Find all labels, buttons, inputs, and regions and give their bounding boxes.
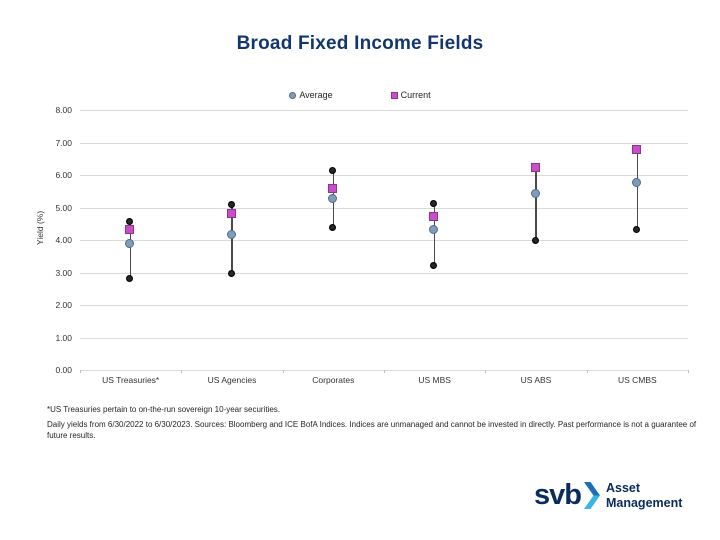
range-line xyxy=(433,204,436,266)
current-point xyxy=(327,184,337,194)
y-tick-label: 8.00 xyxy=(55,105,72,115)
range-line xyxy=(231,205,233,275)
gridline-8 xyxy=(80,110,688,111)
gridline-1 xyxy=(80,337,688,339)
x-axis-tick xyxy=(586,370,588,373)
x-category-label: US Treasuries* xyxy=(102,375,160,385)
current-point xyxy=(429,211,439,221)
range-low-dot xyxy=(328,224,336,232)
average-point xyxy=(226,229,236,239)
current-point xyxy=(631,145,641,155)
gridline-7 xyxy=(80,142,688,144)
x-category-label: US CMBS xyxy=(617,375,657,385)
x-axis-tick xyxy=(384,370,385,373)
range-line xyxy=(129,222,132,279)
gridline-5 xyxy=(80,207,688,209)
legend-item-current: Current xyxy=(390,90,431,100)
average-point xyxy=(631,177,641,187)
y-tick-label: 2.00 xyxy=(55,300,72,310)
range-low-dot xyxy=(632,225,640,233)
range-low-dot xyxy=(227,269,235,277)
y-tick-label: 0.00 xyxy=(55,365,72,375)
legend-label-average: Average xyxy=(299,90,333,100)
current-point xyxy=(530,163,540,172)
range-low-dot xyxy=(126,274,134,282)
x-axis-tick xyxy=(688,370,689,373)
logo-text-line2: Management xyxy=(605,495,683,510)
x-axis-tick xyxy=(181,370,183,373)
y-tick-label: 6.00 xyxy=(55,170,72,180)
x-category-label: US Agencies xyxy=(207,375,257,385)
svb-asset-management-logo: svb Asset Management xyxy=(534,481,682,510)
y-tick-label: 7.00 xyxy=(55,137,72,148)
footnote-treasuries: *US Treasuries pertain to on-the-run sov… xyxy=(47,405,280,414)
range-high-dot xyxy=(126,217,134,225)
logo-text: Asset Management xyxy=(606,481,682,510)
range-line xyxy=(535,168,537,242)
chart-title: Broad Fixed Income Fields xyxy=(236,33,484,54)
average-point xyxy=(530,189,540,198)
range-low-dot xyxy=(430,261,438,269)
average-marker-icon xyxy=(289,91,297,99)
range-line xyxy=(636,149,639,231)
range-high-dot xyxy=(227,201,235,209)
legend-item-average: Average xyxy=(289,90,333,100)
gridline-3 xyxy=(80,272,688,274)
y-tick-label: 4.00 xyxy=(55,235,72,245)
footnote-sources: Daily yields from 6/30/2022 to 6/30/2023… xyxy=(47,420,697,441)
chart-legend: Average Current xyxy=(0,90,720,100)
average-point xyxy=(327,193,337,203)
logo-text-line1: Asset xyxy=(605,481,641,496)
current-marker-icon xyxy=(390,91,398,99)
svb-chevron-icon xyxy=(583,482,600,509)
x-category-label: US MBS xyxy=(418,375,451,385)
x-axis-tick xyxy=(80,370,81,373)
gridline-2 xyxy=(80,305,688,306)
y-tick-label: 3.00 xyxy=(55,267,72,278)
x-axis-tick xyxy=(282,370,284,373)
range-high-dot xyxy=(430,199,438,207)
x-axis-tick xyxy=(485,370,487,373)
current-point xyxy=(125,224,135,234)
range-high-dot xyxy=(328,167,336,175)
x-category-label: Corporates xyxy=(312,375,355,385)
average-point xyxy=(429,224,439,234)
range-low-dot xyxy=(531,237,539,245)
y-tick-label: 5.00 xyxy=(55,202,72,213)
current-point xyxy=(226,208,236,218)
x-category-label: US ABS xyxy=(520,375,552,385)
gridline-4 xyxy=(80,240,688,241)
svb-wordmark: svb xyxy=(534,479,582,511)
average-point xyxy=(125,239,135,249)
y-tick-label: 1.00 xyxy=(55,332,72,343)
legend-label-current: Current xyxy=(400,90,431,100)
gridline-6 xyxy=(80,175,688,176)
